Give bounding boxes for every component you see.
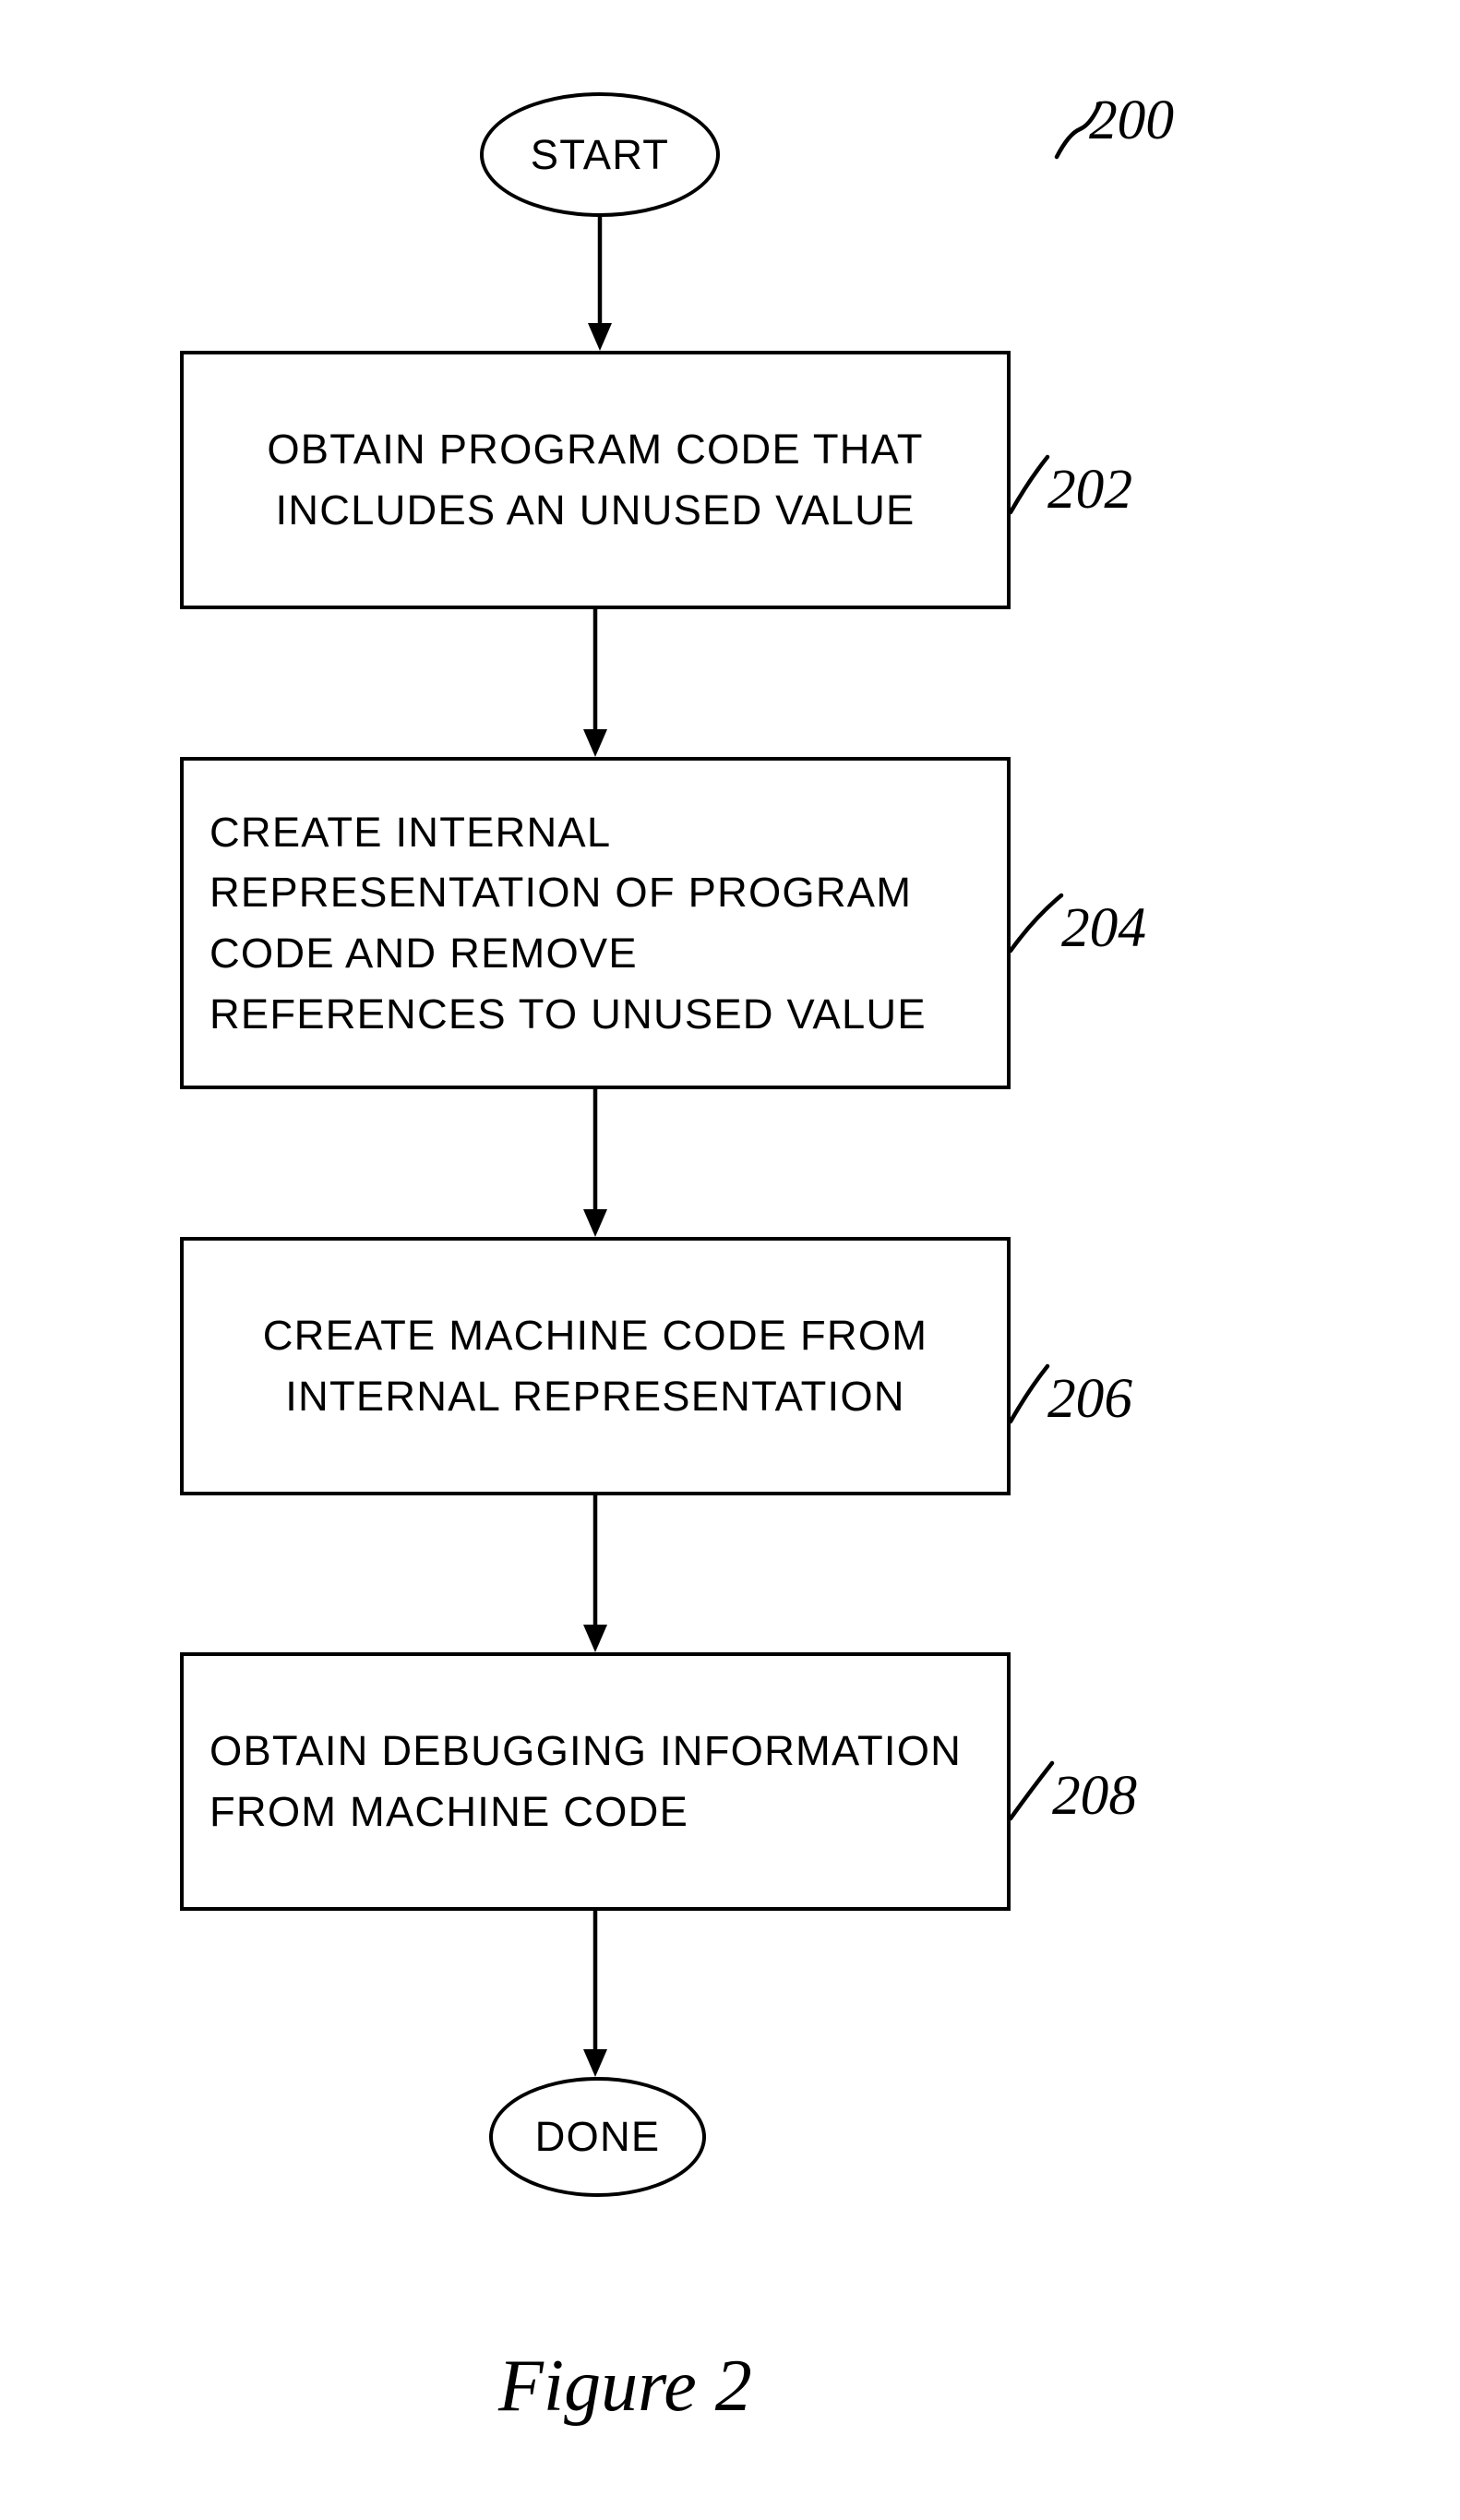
- ref-label-n2_ref: 204: [1061, 895, 1146, 961]
- node-n4-text: OBTAIN DEBUGGING INFORMATION FROM MACHIN…: [209, 1721, 962, 1842]
- node-n2-text: CREATE INTERNAL REPRESENTATION OF PROGRA…: [209, 802, 927, 1045]
- node-start: START: [480, 92, 720, 217]
- figure-caption: Figure 2: [498, 2345, 752, 2429]
- node-start-text: START: [531, 125, 669, 186]
- ref-label-n3_ref: 206: [1047, 1366, 1132, 1432]
- node-done: DONE: [489, 2077, 706, 2197]
- node-n1: OBTAIN PROGRAM CODE THAT INCLUDES AN UNU…: [180, 351, 1011, 609]
- node-n1-text: OBTAIN PROGRAM CODE THAT INCLUDES AN UNU…: [267, 419, 923, 540]
- ref-label-fig_ref: 200: [1089, 88, 1174, 153]
- node-done-text: DONE: [535, 2106, 661, 2167]
- node-n3: CREATE MACHINE CODE FROM INTERNAL REPRES…: [180, 1237, 1011, 1495]
- ref-label-n4_ref: 208: [1052, 1763, 1137, 1829]
- node-n2: CREATE INTERNAL REPRESENTATION OF PROGRA…: [180, 757, 1011, 1089]
- node-n3-text: CREATE MACHINE CODE FROM INTERNAL REPRES…: [263, 1305, 928, 1426]
- node-n4: OBTAIN DEBUGGING INFORMATION FROM MACHIN…: [180, 1652, 1011, 1911]
- ref-label-n1_ref: 202: [1047, 457, 1132, 522]
- flowchart-canvas: START OBTAIN PROGRAM CODE THAT INCLUDES A…: [0, 0, 1460, 2520]
